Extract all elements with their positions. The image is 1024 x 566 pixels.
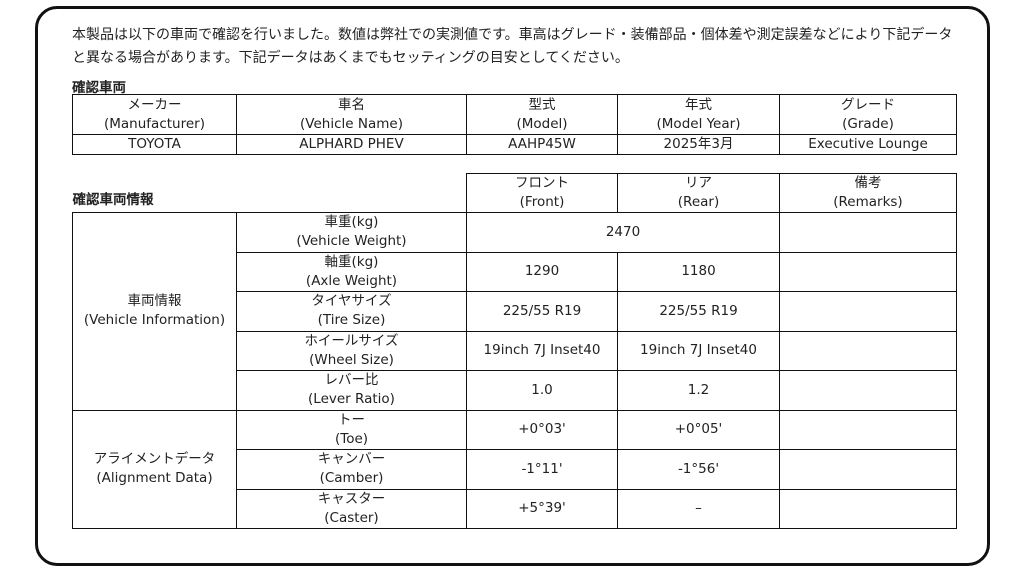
- tire-size-rear: 225/55 R19: [617, 291, 780, 332]
- camber-rear: -1°56': [617, 449, 780, 490]
- label-lever-ratio: レバー比 (Lever Ratio): [236, 370, 467, 411]
- row-lever-ratio: レバー比 (Lever Ratio) 1.0 1.2: [73, 370, 957, 411]
- header-model: 型式 (Model): [466, 94, 618, 135]
- model-value: AAHP45W: [466, 134, 618, 155]
- toe-front: +0°03': [466, 409, 618, 450]
- header-vehicle-name: 車名 (Vehicle Name): [236, 94, 467, 135]
- label-axle-weight: 軸重(kg) (Axle Weight): [236, 251, 467, 292]
- vehicle-table: メーカー (Manufacturer) 車名 (Vehicle Name) 型式 (M…: [72, 94, 957, 155]
- lever-ratio-rear: 1.2: [617, 370, 780, 411]
- row-camber: キャンバー (Camber) -1°11' -1°56': [73, 449, 957, 490]
- info-header-row: 確認車両情報 フロント (Front) リア (Rear) 備考 (Remarks): [72, 173, 957, 213]
- label-vehicle-weight: 車重(kg) (Vehicle Weight): [236, 212, 467, 253]
- group-vehicle-information: 車両情報 (Vehicle Information): [72, 212, 237, 411]
- row-wheel-size: ホイールサイズ (Wheel Size) 19inch 7J Inset40 19…: [73, 330, 957, 371]
- label-wheel-size: ホイールサイズ (Wheel Size): [236, 330, 467, 371]
- remarks-cell: [779, 449, 957, 490]
- header-front: フロント (Front): [466, 173, 618, 213]
- remarks-cell: [779, 409, 957, 450]
- remarks-cell: [779, 251, 957, 292]
- caster-rear: –: [617, 488, 780, 529]
- label-camber: キャンバー (Camber): [236, 449, 467, 490]
- info-table: 確認車両情報 フロント (Front) リア (Rear) 備考 (Remarks) …: [72, 173, 957, 529]
- wheel-size-front: 19inch 7J Inset40: [466, 330, 618, 371]
- wheel-size-rear: 19inch 7J Inset40: [617, 330, 780, 371]
- axle-weight-front: 1290: [466, 251, 618, 292]
- remarks-cell: [779, 330, 957, 371]
- header-grade: グレード (Grade): [779, 94, 957, 135]
- row-tire-size: タイヤサイズ (Tire Size) 225/55 R19 225/55 R19: [73, 291, 957, 332]
- vehicle-header-row: メーカー (Manufacturer) 車名 (Vehicle Name) 型式 (M…: [72, 94, 957, 135]
- model-year-value: 2025年3月: [617, 134, 780, 155]
- label-toe: トー (Toe): [236, 409, 467, 450]
- vehicle-name-value: ALPHARD PHEV: [236, 134, 467, 155]
- lever-ratio-front: 1.0: [466, 370, 618, 411]
- vehicle-section-title: 確認車両: [72, 80, 126, 96]
- group-alignment-data: アライメントデータ (Alignment Data): [72, 409, 237, 529]
- toe-rear: +0°05': [617, 409, 780, 450]
- caster-front: +5°39': [466, 488, 618, 529]
- intro-text: 本製品は以下の車両で確認を行いました。数値は弊社での実測値です。車高はグレード・…: [72, 27, 953, 66]
- header-model-year: 年式 (Model Year): [617, 94, 780, 135]
- row-vehicle-weight: 車両情報 (Vehicle Information) 車重(kg) (Vehicle…: [72, 212, 957, 411]
- tire-size-front: 225/55 R19: [466, 291, 618, 332]
- remarks-cell: [779, 370, 957, 411]
- grade-value: Executive Lounge: [779, 134, 957, 155]
- axle-weight-rear: 1180: [617, 251, 780, 292]
- vehicle-weight-value: 2470: [466, 212, 780, 253]
- remarks-cell: [779, 488, 957, 529]
- manufacturer-value: TOYOTA: [72, 134, 237, 155]
- remarks-cell: [779, 291, 957, 332]
- vehicle-value-row: TOYOTA ALPHARD PHEV AAHP45W 2025年3月 Exec…: [72, 134, 957, 155]
- row-axle-weight: 軸重(kg) (Axle Weight) 1290 1180: [73, 251, 957, 292]
- label-caster: キャスター (Caster): [236, 488, 467, 529]
- remarks-cell: [779, 212, 957, 253]
- camber-front: -1°11': [466, 449, 618, 490]
- label-tire-size: タイヤサイズ (Tire Size): [236, 291, 467, 332]
- row-caster: キャスター (Caster) +5°39' –: [73, 488, 957, 529]
- row-toe: アライメントデータ (Alignment Data) トー (Toe) +0°03'…: [72, 409, 957, 529]
- info-section-title: 確認車両情報: [72, 192, 154, 208]
- header-remarks: 備考 (Remarks): [779, 173, 957, 213]
- header-rear: リア (Rear): [617, 173, 780, 213]
- header-manufacturer: メーカー (Manufacturer): [72, 94, 237, 135]
